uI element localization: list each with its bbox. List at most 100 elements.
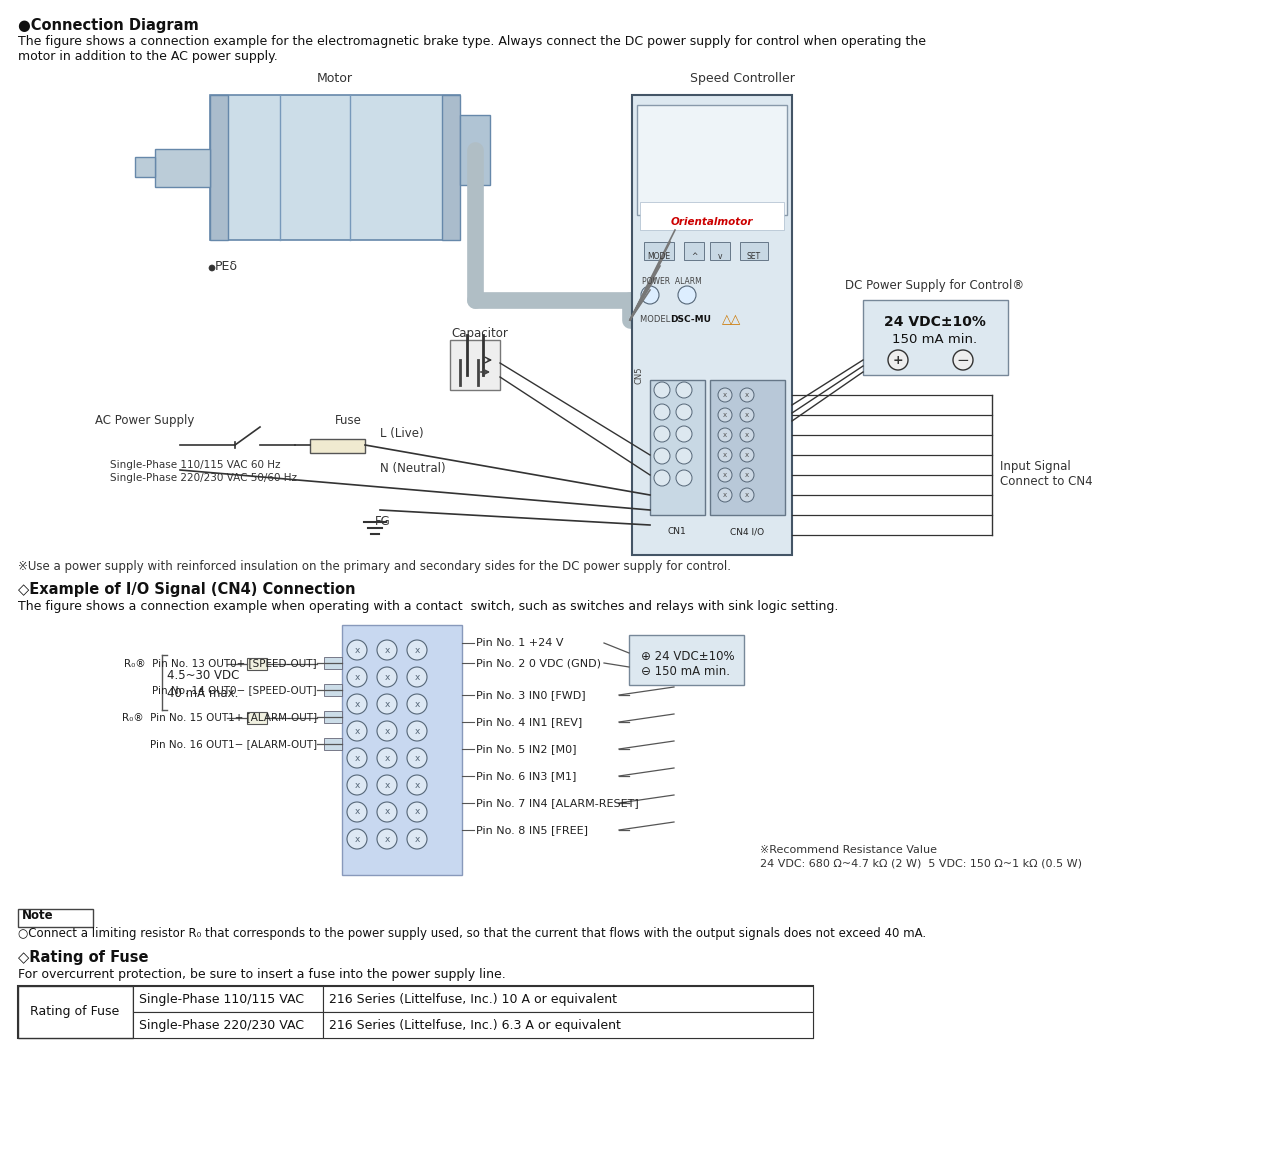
Text: x: x [745, 492, 749, 498]
Circle shape [718, 468, 732, 481]
Text: The figure shows a connection example when operating with a contact  switch, suc: The figure shows a connection example wh… [18, 600, 838, 613]
Circle shape [718, 408, 732, 422]
Circle shape [407, 694, 428, 714]
Text: Pin No. 5 IN2 [M0]: Pin No. 5 IN2 [M0] [476, 744, 576, 754]
Text: MODE: MODE [648, 252, 671, 261]
Bar [133, 986, 323, 1012]
Text: ^: ^ [691, 252, 698, 261]
Circle shape [954, 350, 973, 370]
Text: x: x [355, 645, 360, 655]
Text: motor in addition to the AC power supply.: motor in addition to the AC power supply… [18, 50, 278, 63]
Text: ◇Rating of Fuse: ◇Rating of Fuse [18, 950, 148, 965]
Circle shape [407, 775, 428, 795]
Bar [324, 684, 342, 695]
Circle shape [654, 381, 669, 398]
Bar [684, 242, 704, 261]
Text: x: x [415, 780, 420, 790]
Circle shape [654, 404, 669, 420]
Circle shape [654, 426, 669, 442]
Circle shape [678, 286, 696, 304]
Text: AC Power Supply: AC Power Supply [95, 414, 195, 427]
Circle shape [676, 426, 692, 442]
Text: DC Power Supply for Control®: DC Power Supply for Control® [845, 279, 1024, 292]
Text: Connect to CN4: Connect to CN4 [1000, 475, 1093, 488]
Circle shape [676, 381, 692, 398]
Text: Single-Phase 220/230 VAC: Single-Phase 220/230 VAC [140, 1019, 305, 1032]
Text: PEδ: PEδ [215, 261, 238, 273]
Bar [442, 95, 460, 240]
Circle shape [654, 470, 669, 486]
Text: N (Neutral): N (Neutral) [380, 462, 445, 475]
Bar [210, 95, 228, 240]
Circle shape [740, 468, 754, 481]
Text: R₀®  Pin No. 15 OUT1+ [ALARM-OUT]: R₀® Pin No. 15 OUT1+ [ALARM-OUT] [122, 712, 317, 722]
Text: Pin No. 4 IN1 [REV]: Pin No. 4 IN1 [REV] [476, 718, 582, 727]
Text: x: x [355, 807, 360, 816]
Bar [710, 242, 730, 261]
Text: x: x [415, 672, 420, 682]
Bar [323, 986, 813, 1012]
Text: Pin No. 2 0 VDC (GND): Pin No. 2 0 VDC (GND) [476, 658, 602, 668]
Circle shape [378, 775, 397, 795]
Bar [324, 711, 342, 723]
Text: x: x [723, 472, 727, 478]
Text: x: x [745, 452, 749, 458]
Circle shape [888, 350, 908, 370]
Circle shape [740, 428, 754, 442]
Text: SET: SET [748, 252, 762, 261]
Text: 24 VDC±10%: 24 VDC±10% [884, 315, 986, 329]
Circle shape [740, 488, 754, 502]
Text: Pin No. 8 IN5 [FREE]: Pin No. 8 IN5 [FREE] [476, 825, 588, 835]
Bar [155, 149, 210, 187]
Circle shape [347, 775, 367, 795]
Bar [637, 105, 787, 215]
Text: ◇Example of I/O Signal (CN4) Connection: ◇Example of I/O Signal (CN4) Connection [18, 582, 356, 597]
Text: FG: FG [375, 515, 390, 528]
Text: ⊕ 24 VDC±10%: ⊕ 24 VDC±10% [641, 650, 735, 663]
Text: 150 mA min.: 150 mA min. [892, 333, 978, 347]
Text: For overcurrent protection, be sure to insert a fuse into the power supply line.: For overcurrent protection, be sure to i… [18, 968, 506, 982]
Text: Note: Note [22, 909, 54, 922]
Text: x: x [745, 392, 749, 398]
Text: R₀®  Pin No. 13 OUT0+ [SPEED-OUT]: R₀® Pin No. 13 OUT0+ [SPEED-OUT] [124, 658, 317, 668]
Circle shape [740, 388, 754, 402]
Text: Input Signal: Input Signal [1000, 461, 1071, 473]
Text: Pin No. 1 +24 V: Pin No. 1 +24 V [476, 638, 563, 648]
Circle shape [347, 694, 367, 714]
Text: 24 VDC: 680 Ω~4.7 kΩ (2 W)  5 VDC: 150 Ω~1 kΩ (0.5 W): 24 VDC: 680 Ω~4.7 kΩ (2 W) 5 VDC: 150 Ω~… [760, 859, 1082, 869]
Text: x: x [745, 431, 749, 438]
Text: x: x [723, 412, 727, 418]
Text: 40 mA max.: 40 mA max. [166, 686, 238, 699]
Circle shape [378, 694, 397, 714]
Text: ●Connection Diagram: ●Connection Diagram [18, 17, 198, 33]
Text: ⊖ 150 mA min.: ⊖ 150 mA min. [641, 665, 730, 678]
Text: CN4 I/O: CN4 I/O [730, 527, 764, 536]
Circle shape [407, 640, 428, 659]
Circle shape [347, 802, 367, 822]
Text: DSC-MU: DSC-MU [669, 315, 710, 324]
Text: x: x [723, 431, 727, 438]
Text: x: x [355, 754, 360, 763]
Text: MODEL: MODEL [640, 315, 673, 324]
Text: Single-Phase 110/115 VAC 60 Hz: Single-Phase 110/115 VAC 60 Hz [110, 461, 280, 470]
Text: POWER  ALARM: POWER ALARM [643, 277, 701, 286]
Text: 4.5~30 VDC: 4.5~30 VDC [166, 669, 239, 682]
Circle shape [378, 802, 397, 822]
Bar [342, 625, 462, 875]
Text: x: x [723, 492, 727, 498]
Text: x: x [415, 727, 420, 735]
Text: x: x [384, 727, 389, 735]
Circle shape [347, 721, 367, 741]
Text: Orientalmotor: Orientalmotor [671, 217, 753, 227]
Circle shape [641, 286, 659, 304]
Bar [18, 909, 93, 927]
Circle shape [407, 668, 428, 687]
Text: x: x [415, 835, 420, 843]
Bar [134, 157, 155, 177]
Bar [247, 712, 268, 725]
Text: x: x [384, 835, 389, 843]
Bar [460, 115, 490, 185]
Text: x: x [384, 780, 389, 790]
Text: x: x [384, 672, 389, 682]
Bar [644, 242, 675, 261]
